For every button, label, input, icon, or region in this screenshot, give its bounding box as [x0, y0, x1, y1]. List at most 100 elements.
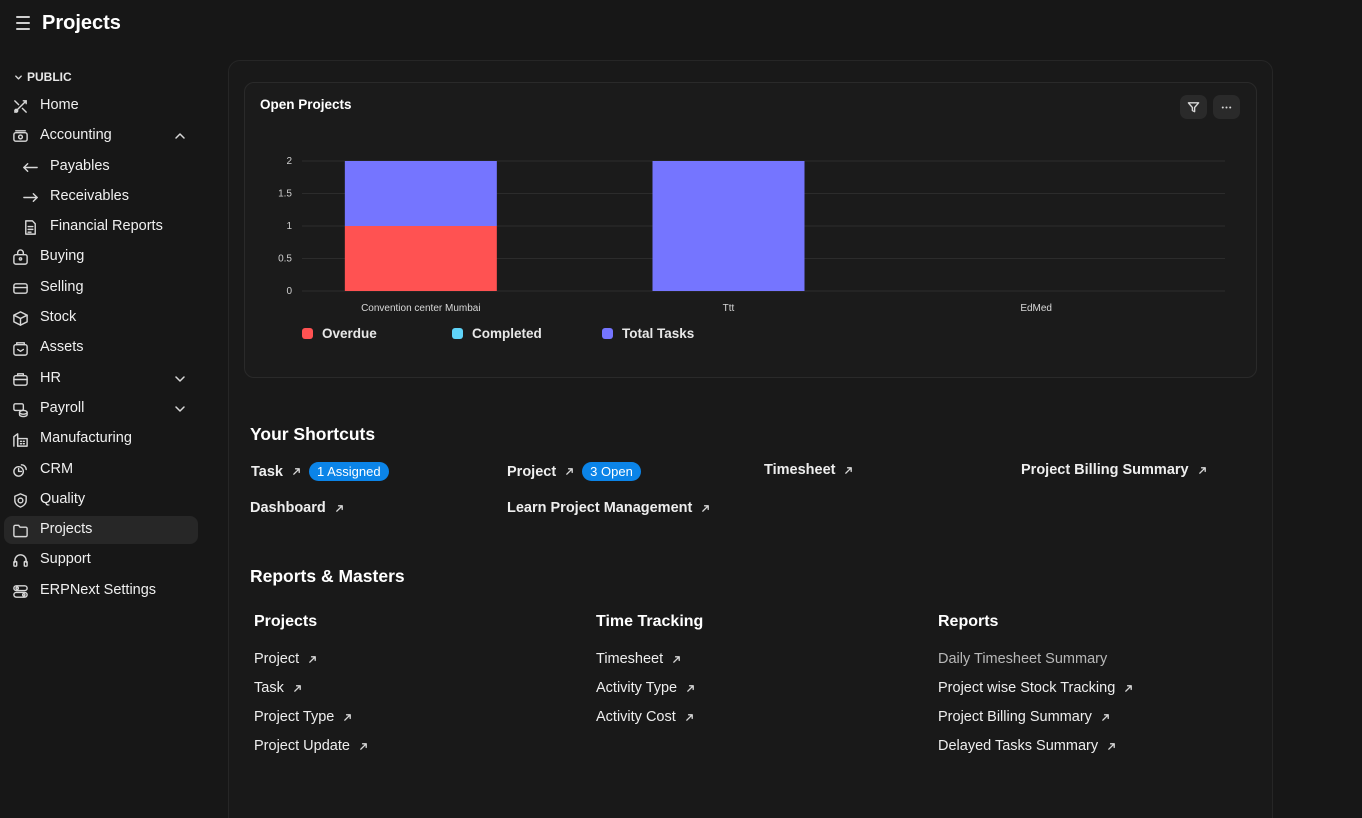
link-label: Activity Cost	[596, 709, 676, 725]
shortcut-project[interactable]: Project 3 Open	[507, 462, 641, 481]
sidebar-item-manufacturing[interactable]: Manufacturing	[4, 425, 198, 453]
chevron-up-icon[interactable]	[174, 130, 186, 142]
chevron-down-icon[interactable]	[174, 373, 186, 385]
link-project-type[interactable]: Project Type	[254, 709, 352, 725]
factory-icon	[13, 433, 28, 447]
link-label: Project Update	[254, 738, 350, 754]
sidebar-item-label: Payables	[50, 158, 110, 174]
bar-segment	[344, 161, 497, 226]
link-task[interactable]: Task	[254, 680, 302, 696]
home-icon	[14, 100, 27, 113]
y-tick-label: 0	[286, 286, 292, 297]
sidebar-item-hr[interactable]: HR	[4, 365, 198, 393]
settings-icon	[13, 585, 28, 598]
arrow-left-icon	[23, 163, 38, 172]
legend-item-overdue[interactable]: Overdue	[302, 326, 377, 341]
more-icon	[1221, 105, 1232, 109]
y-tick-label: 1.5	[278, 189, 292, 200]
sidebar-item-label: Payroll	[40, 400, 85, 416]
link-label: Timesheet	[596, 651, 664, 667]
sidebar-section-label: PUBLIC	[27, 70, 72, 84]
bar-chart: 0 0.5 1 1.5 2 Convention center Mumbai Ttt EdMe…	[278, 156, 1225, 314]
arrow-right-icon	[23, 193, 38, 202]
link-label: Project wise Stock Tracking	[938, 680, 1116, 696]
shortcut-label: Project Billing Summary	[1021, 462, 1189, 478]
column-heading-projects: Projects	[254, 613, 318, 630]
column-heading-reports: Reports	[938, 613, 999, 630]
sidebar-item-stock[interactable]: Stock	[4, 304, 198, 332]
external-link-icon	[566, 468, 574, 475]
quality-icon	[14, 493, 27, 508]
link-label: Project Billing Summary	[938, 709, 1092, 725]
hamburger-menu-icon[interactable]	[16, 16, 30, 30]
link-project-update[interactable]: Project Update	[254, 738, 368, 754]
link-project[interactable]: Project	[254, 651, 317, 667]
document-icon	[25, 220, 36, 235]
external-link-icon	[673, 655, 681, 663]
sidebar-item-quality[interactable]: Quality	[4, 486, 198, 514]
shortcut-task[interactable]: Task 1 Assigned	[251, 462, 389, 481]
shortcut-learn-project-management[interactable]: Learn Project Management	[507, 500, 710, 516]
sidebar-item-assets[interactable]: Assets	[4, 334, 198, 362]
y-tick-label: 2	[286, 156, 292, 167]
shortcut-timesheet[interactable]: Timesheet	[764, 462, 853, 478]
shortcut-label: Task	[251, 463, 283, 480]
link-activity-type[interactable]: Activity Type	[596, 680, 695, 696]
link-label: Task	[254, 680, 284, 696]
legend-swatch	[602, 328, 613, 339]
external-link-icon	[702, 504, 710, 512]
sidebar-item-selling[interactable]: Selling	[4, 274, 198, 302]
link-timesheet[interactable]: Timesheet	[596, 651, 681, 667]
chevron-down-icon[interactable]	[174, 403, 186, 415]
y-tick-label: 1	[286, 221, 292, 232]
external-link-icon	[293, 468, 300, 475]
shortcut-project-billing-summary[interactable]: Project Billing Summary	[1021, 462, 1207, 478]
external-link-icon	[845, 466, 853, 474]
chart-card-open-projects: Open Projects 0 0.5 1 1.5 2 Convention center…	[244, 82, 1257, 378]
link-activity-cost[interactable]: Activity Cost	[596, 709, 694, 725]
link-project-billing-summary[interactable]: Project Billing Summary	[938, 709, 1110, 725]
sidebar-item-financial-reports[interactable]: Financial Reports	[4, 213, 198, 241]
link-label: Activity Type	[596, 680, 678, 696]
top-bar: Projects	[0, 0, 1362, 50]
sidebar-item-payables[interactable]: Payables	[4, 153, 198, 181]
x-tick-label: EdMed	[1020, 303, 1052, 314]
shortcuts-heading: Your Shortcuts	[250, 424, 376, 444]
legend-item-total-tasks[interactable]: Total Tasks	[602, 326, 694, 341]
link-project-wise-stock-tracking[interactable]: Project wise Stock Tracking	[938, 680, 1133, 696]
external-link-icon	[309, 655, 317, 663]
sidebar-item-home[interactable]: Home	[4, 92, 198, 120]
sidebar-item-accounting[interactable]: Accounting	[4, 122, 198, 150]
shortcut-dashboard[interactable]: Dashboard	[250, 500, 344, 516]
link-delayed-tasks-summary[interactable]: Delayed Tasks Summary	[938, 738, 1116, 754]
sidebar-item-erpnext-settings[interactable]: ERPNext Settings	[4, 577, 198, 605]
sidebar-item-support[interactable]: Support	[4, 546, 198, 574]
x-tick-label: Ttt	[723, 303, 735, 314]
link-label: Project	[254, 651, 300, 667]
legend-item-completed[interactable]: Completed	[452, 326, 542, 341]
sidebar-item-label: Accounting	[40, 127, 112, 143]
sidebar-item-payroll[interactable]: Payroll	[4, 395, 198, 423]
external-link-icon	[685, 713, 693, 721]
sidebar-item-label: Projects	[40, 521, 93, 537]
reports-masters-heading: Reports & Masters	[250, 566, 405, 586]
briefcase-icon	[13, 373, 28, 386]
legend-label: Total Tasks	[622, 326, 695, 341]
legend-label: Completed	[472, 326, 542, 341]
payroll-icon	[13, 403, 28, 418]
sidebar-item-crm[interactable]: CRM	[4, 456, 198, 484]
x-tick-label: Convention center Mumbai	[361, 303, 481, 314]
sidebar-item-buying[interactable]: Buying	[4, 243, 198, 271]
filter-button[interactable]	[1180, 95, 1207, 119]
link-daily-timesheet-summary[interactable]: Daily Timesheet Summary	[938, 651, 1107, 667]
legend-swatch	[452, 328, 463, 339]
sidebar-item-projects[interactable]: Projects	[4, 516, 198, 544]
shortcut-label: Timesheet	[764, 462, 836, 478]
external-link-icon	[293, 684, 301, 692]
more-options-button[interactable]	[1213, 95, 1240, 119]
external-link-icon	[1102, 713, 1109, 721]
sidebar-item-receivables[interactable]: Receivables	[4, 183, 198, 211]
bar-segment	[344, 226, 497, 291]
status-badge: 1 Assigned	[308, 462, 389, 481]
sidebar-section-public[interactable]: PUBLIC	[14, 70, 72, 84]
